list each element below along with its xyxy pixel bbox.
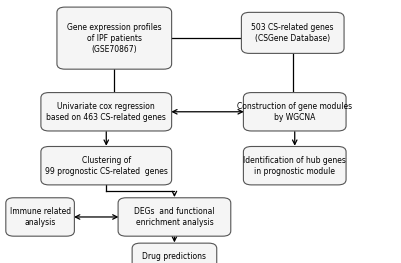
Text: Univariate cox regression
based on 463 CS-related genes: Univariate cox regression based on 463 C…	[47, 102, 166, 122]
Text: Construction of gene modules
by WGCNA: Construction of gene modules by WGCNA	[237, 102, 352, 122]
FancyBboxPatch shape	[41, 146, 172, 185]
FancyBboxPatch shape	[57, 7, 172, 69]
Text: Drug predictions: Drug predictions	[142, 252, 207, 261]
FancyBboxPatch shape	[243, 93, 346, 131]
Text: 503 CS-related genes
(CSGene Database): 503 CS-related genes (CSGene Database)	[251, 23, 334, 43]
FancyBboxPatch shape	[243, 146, 346, 185]
Text: Gene expression profiles
of IPF patients
(GSE70867): Gene expression profiles of IPF patients…	[67, 23, 162, 54]
FancyBboxPatch shape	[118, 198, 231, 236]
Text: Clustering of
99 prognostic CS-related  genes: Clustering of 99 prognostic CS-related g…	[45, 156, 168, 176]
Text: Identification of hub genes
in prognostic module: Identification of hub genes in prognosti…	[243, 156, 346, 176]
FancyBboxPatch shape	[241, 12, 344, 53]
FancyBboxPatch shape	[132, 243, 217, 263]
FancyBboxPatch shape	[41, 93, 172, 131]
Text: Immune related
analysis: Immune related analysis	[10, 207, 71, 227]
Text: DEGs  and functional
enrichment analysis: DEGs and functional enrichment analysis	[134, 207, 215, 227]
FancyBboxPatch shape	[6, 198, 74, 236]
